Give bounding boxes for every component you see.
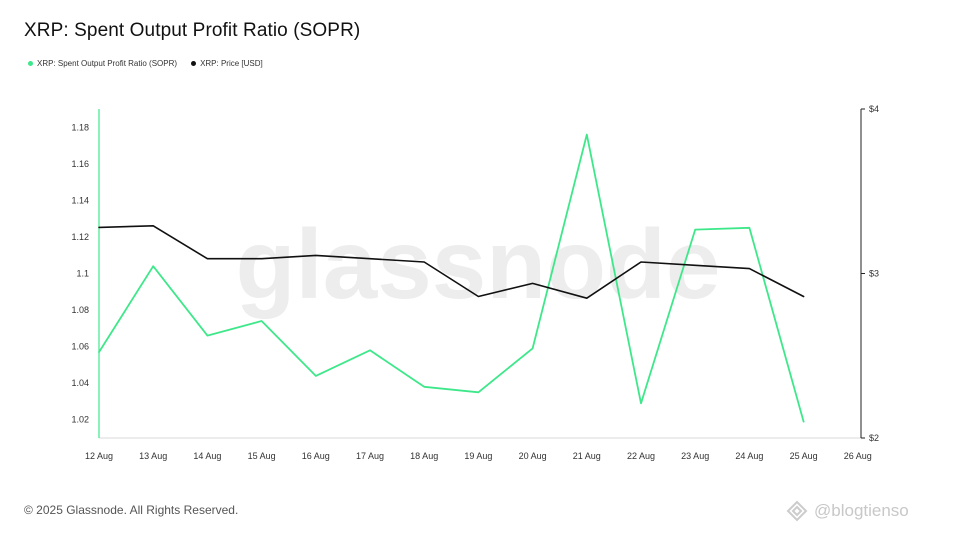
price-line [98,225,805,300]
left-y-tick-label: 1.18 [71,122,89,132]
x-tick-label: 13 Aug [139,451,167,461]
x-tick-label: 26 Aug [844,451,872,461]
brand-logo-icon [786,500,808,522]
x-tick-label: 21 Aug [573,451,601,461]
legend-item-sopr[interactable]: XRP: Spent Output Profit Ratio (SOPR) [28,59,177,68]
glassnode-watermark: glassnode [236,209,721,319]
brand-text: @blogtienso [814,501,909,520]
copyright-text: © 2025 Glassnode. All Rights Reserved. [24,503,239,517]
x-tick-label: 18 Aug [410,451,438,461]
left-y-tick-label: 1.06 [71,342,89,352]
left-y-tick-label: 1.12 [71,232,89,242]
right-y-tick-label: $4 [869,104,879,114]
left-y-tick-label: 1.16 [71,159,89,169]
x-tick-label: 24 Aug [735,451,763,461]
left-y-tick-label: 1.1 [76,269,89,279]
x-tick-label: 22 Aug [627,451,655,461]
left-y-tick-label: 1.04 [71,378,89,388]
left-y-tick-label: 1.08 [71,305,89,315]
x-tick-label: 16 Aug [302,451,330,461]
chart-legend: XRP: Spent Output Profit Ratio (SOPR) XR… [28,59,263,68]
x-tick-label: 20 Aug [519,451,547,461]
left-y-tick-label: 1.14 [71,195,89,205]
x-tick-label: 25 Aug [790,451,818,461]
x-tick-label: 15 Aug [248,451,276,461]
x-tick-label: 19 Aug [464,451,492,461]
blog-brand: @blogtienso [786,500,909,522]
right-y-tick-label: $2 [869,433,879,443]
legend-item-price[interactable]: XRP: Price [USD] [191,59,263,68]
legend-swatch-price [191,61,197,66]
x-tick-label: 12 Aug [85,451,113,461]
legend-label-sopr: XRP: Spent Output Profit Ratio (SOPR) [37,59,178,68]
x-tick-label: 17 Aug [356,451,384,461]
right-y-tick-label: $3 [869,269,879,279]
chart-title: XRP: Spent Output Profit Ratio (SOPR) [24,20,361,41]
left-y-tick-label: 1.02 [71,415,89,425]
x-tick-label: 14 Aug [193,451,221,461]
x-tick-label: 23 Aug [681,451,709,461]
legend-label-price: XRP: Price [USD] [200,59,263,68]
legend-swatch-sopr [28,61,33,66]
sopr-line [98,133,805,423]
